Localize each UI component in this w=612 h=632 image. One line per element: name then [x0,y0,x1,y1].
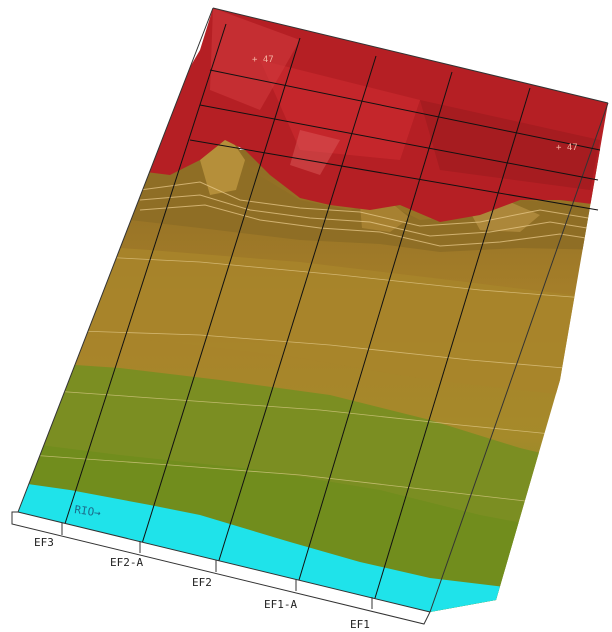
section-line-ef1a [295,71,453,591]
section-label-ef3: EF3 [34,536,54,549]
surface-outline [212,7,609,104]
slope-contours [29,254,608,506]
base-strip [11,511,431,625]
section-grid [61,23,601,609]
mid-slope-band [18,240,608,400]
section-label-ef2: EF2 [192,576,212,589]
section-label-ef1: EF1 [350,618,370,631]
ridge-contours [139,181,608,247]
elevation-label-right: + 47 [556,143,578,153]
section-label-ef1a: EF1-A [264,598,297,611]
grid-line-h2 [199,104,599,181]
peak-shade-a [260,60,420,160]
peak-shade-c [210,8,300,110]
grid-line-h1 [209,69,601,151]
base-ticks [61,523,373,609]
section-line-ef1 [371,87,531,609]
section-line-ef2a [139,37,301,551]
peak-shade-d [290,130,340,175]
section-label-ef2a: EF2-A [110,556,143,569]
grid-line-h3 [189,139,599,211]
elevation-label-left: + 47 [252,55,274,65]
section-line-ef2 [215,55,377,571]
right-edge [429,102,609,613]
river-label: RIO→ [74,503,102,520]
section-line-ef3 [61,23,227,534]
left-edge [17,7,214,513]
